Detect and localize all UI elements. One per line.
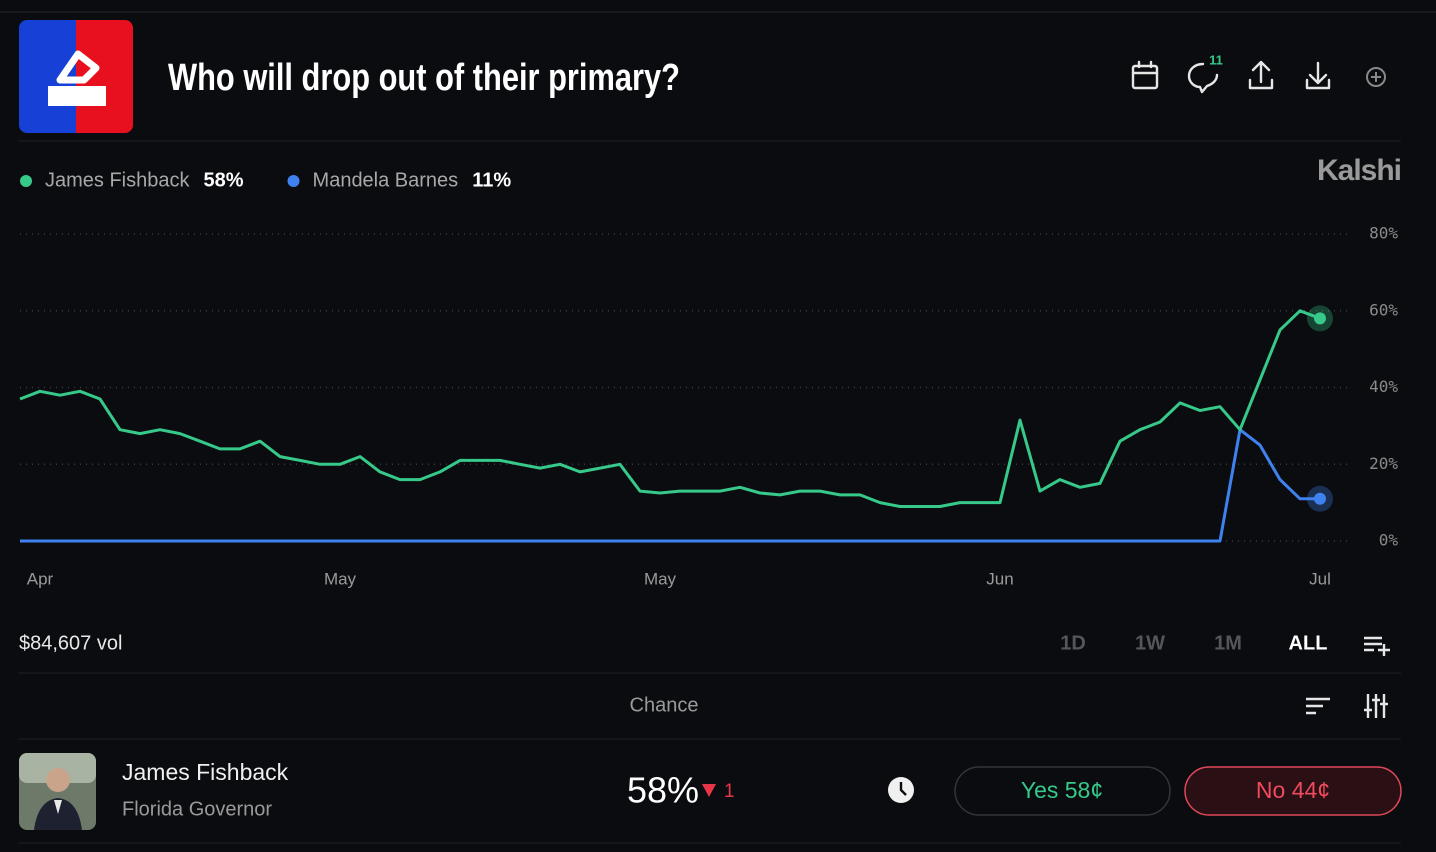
y-tick-label: 80% bbox=[1369, 224, 1398, 243]
legend-dot bbox=[20, 175, 32, 187]
chance-change: 1 bbox=[724, 781, 735, 802]
range-button[interactable]: 1M bbox=[1214, 632, 1242, 654]
y-tick-label: 0% bbox=[1379, 531, 1399, 550]
range-button[interactable]: 1W bbox=[1135, 632, 1165, 654]
chart: James Fishback 58% Mandela Barnes 11% 0% 20% 4… bbox=[19, 169, 1399, 588]
x-tick-label: Jul bbox=[1309, 569, 1331, 588]
clock-icon[interactable] bbox=[888, 777, 914, 803]
y-tick-label: 60% bbox=[1369, 300, 1398, 319]
sort-icon[interactable] bbox=[1306, 697, 1330, 715]
column-header: Chance bbox=[630, 694, 699, 716]
outcome-name: James Fishback bbox=[122, 759, 289, 785]
x-tick-label: Jun bbox=[986, 569, 1013, 588]
x-tick-label: May bbox=[324, 569, 357, 588]
legend-value: 58% bbox=[204, 169, 244, 191]
logo bbox=[19, 20, 133, 133]
avatar bbox=[19, 753, 96, 830]
download-icon[interactable] bbox=[1305, 61, 1331, 90]
down-arrow bbox=[702, 784, 716, 797]
x-tick-label: Apr bbox=[27, 569, 54, 588]
yes-label[interactable]: Yes 58¢ bbox=[1021, 777, 1103, 803]
add-icon[interactable] bbox=[1366, 67, 1386, 87]
series-line bbox=[20, 428, 1320, 543]
filter-icon[interactable] bbox=[1364, 694, 1388, 718]
calendar-icon[interactable] bbox=[1131, 60, 1159, 90]
outcome-chance: 58% bbox=[627, 770, 699, 811]
x-tick-label: May bbox=[644, 569, 677, 588]
no-button[interactable] bbox=[1184, 766, 1402, 816]
outcome-subtitle: Florida Governor bbox=[122, 798, 272, 820]
brand: Kalshi bbox=[1317, 154, 1401, 187]
range-button[interactable]: 1D bbox=[1060, 632, 1086, 654]
yes-button[interactable] bbox=[954, 766, 1171, 816]
end-point bbox=[1314, 312, 1326, 325]
y-tick-label: 40% bbox=[1369, 377, 1398, 396]
volume: $84,607 vol bbox=[19, 632, 122, 654]
title: Who will drop out of their primary? bbox=[168, 57, 680, 99]
comments-icon[interactable] bbox=[1187, 62, 1219, 94]
comment-count: 11 bbox=[1209, 52, 1223, 67]
legend-name: Mandela Barnes bbox=[313, 169, 459, 191]
legend-name: James Fishback bbox=[45, 169, 190, 191]
y-tick-label: 20% bbox=[1369, 454, 1398, 473]
series-line bbox=[19, 309, 1321, 508]
range-add-icon[interactable] bbox=[1364, 636, 1390, 656]
legend-value: 11% bbox=[472, 169, 511, 191]
share-icon[interactable] bbox=[1248, 60, 1274, 90]
no-label[interactable]: No 44¢ bbox=[1256, 777, 1330, 803]
range-button[interactable]: ALL bbox=[1289, 632, 1328, 654]
end-point bbox=[1314, 492, 1326, 505]
legend-dot bbox=[287, 175, 300, 187]
